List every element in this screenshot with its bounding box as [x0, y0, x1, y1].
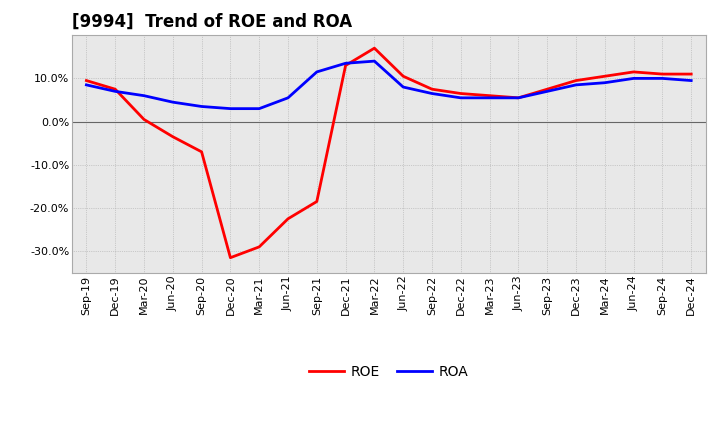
- ROE: [514, 95, 523, 100]
- ROA: [111, 89, 120, 94]
- ROE: [140, 117, 148, 122]
- ROE: [111, 87, 120, 92]
- ROE: [600, 73, 609, 79]
- ROA: [485, 95, 494, 100]
- ROA: [168, 99, 177, 105]
- ROE: [456, 91, 465, 96]
- ROA: [399, 84, 408, 90]
- ROE: [284, 216, 292, 221]
- ROE: [629, 69, 638, 74]
- ROA: [226, 106, 235, 111]
- ROE: [543, 87, 552, 92]
- ROE: [82, 78, 91, 83]
- ROE: [370, 45, 379, 51]
- Line: ROA: ROA: [86, 61, 691, 109]
- ROA: [140, 93, 148, 98]
- ROA: [82, 82, 91, 88]
- ROA: [341, 61, 350, 66]
- Text: [9994]  Trend of ROE and ROA: [9994] Trend of ROE and ROA: [72, 13, 352, 31]
- ROA: [428, 91, 436, 96]
- Line: ROE: ROE: [86, 48, 691, 258]
- ROE: [399, 73, 408, 79]
- ROA: [543, 89, 552, 94]
- ROA: [629, 76, 638, 81]
- Legend: ROE, ROA: ROE, ROA: [304, 359, 474, 385]
- ROE: [658, 71, 667, 77]
- ROE: [312, 199, 321, 204]
- ROE: [341, 63, 350, 68]
- ROA: [370, 59, 379, 64]
- ROA: [572, 82, 580, 88]
- ROE: [428, 87, 436, 92]
- ROE: [226, 255, 235, 260]
- ROA: [255, 106, 264, 111]
- ROA: [456, 95, 465, 100]
- ROA: [197, 104, 206, 109]
- ROE: [255, 244, 264, 249]
- ROA: [658, 76, 667, 81]
- ROE: [168, 134, 177, 139]
- ROE: [572, 78, 580, 83]
- ROA: [514, 95, 523, 100]
- ROE: [485, 93, 494, 98]
- ROA: [600, 80, 609, 85]
- ROE: [197, 149, 206, 154]
- ROA: [687, 78, 696, 83]
- ROE: [687, 71, 696, 77]
- ROA: [312, 69, 321, 74]
- ROA: [284, 95, 292, 100]
